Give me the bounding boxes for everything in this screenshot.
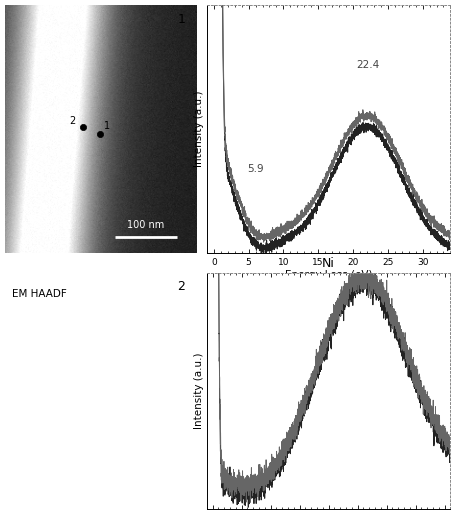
Text: 1: 1 xyxy=(177,12,186,26)
Text: 22.4: 22.4 xyxy=(356,60,380,70)
Text: 100 nm: 100 nm xyxy=(127,220,164,230)
Y-axis label: Intensity (a.u.): Intensity (a.u.) xyxy=(194,91,204,168)
X-axis label: Energy Loss (eV): Energy Loss (eV) xyxy=(285,270,372,280)
Text: 2: 2 xyxy=(177,280,186,292)
Text: EM HAADF: EM HAADF xyxy=(12,289,67,299)
Y-axis label: Intensity (a.u.): Intensity (a.u.) xyxy=(194,353,204,429)
Title: NiO: NiO xyxy=(317,0,340,3)
Text: 1: 1 xyxy=(104,121,110,131)
Title: Ni: Ni xyxy=(322,257,335,270)
Text: 2: 2 xyxy=(70,116,76,126)
Text: 5.9: 5.9 xyxy=(247,164,264,174)
